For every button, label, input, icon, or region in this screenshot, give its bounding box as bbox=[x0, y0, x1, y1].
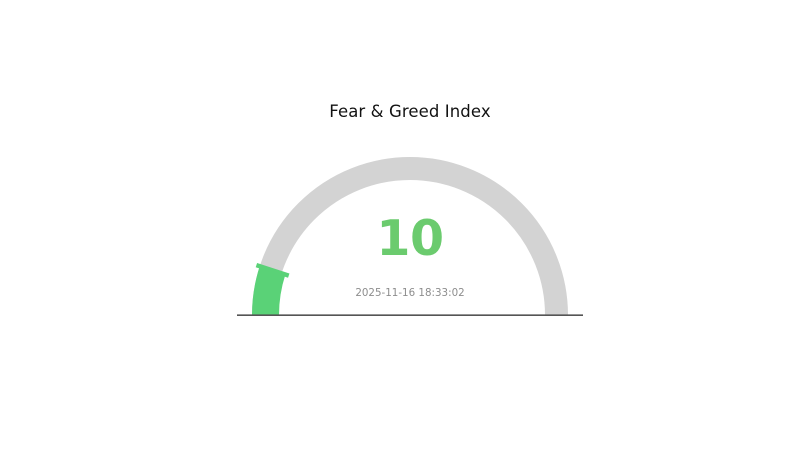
gauge-track-arc bbox=[252, 157, 568, 316]
gauge-timestamp: 2025-11-16 18:33:02 bbox=[355, 287, 465, 299]
gauge-value-readout: 10 bbox=[376, 210, 444, 267]
gauge-value-end-tick bbox=[255, 262, 290, 278]
chart-title: Fear & Greed Index bbox=[329, 102, 491, 121]
